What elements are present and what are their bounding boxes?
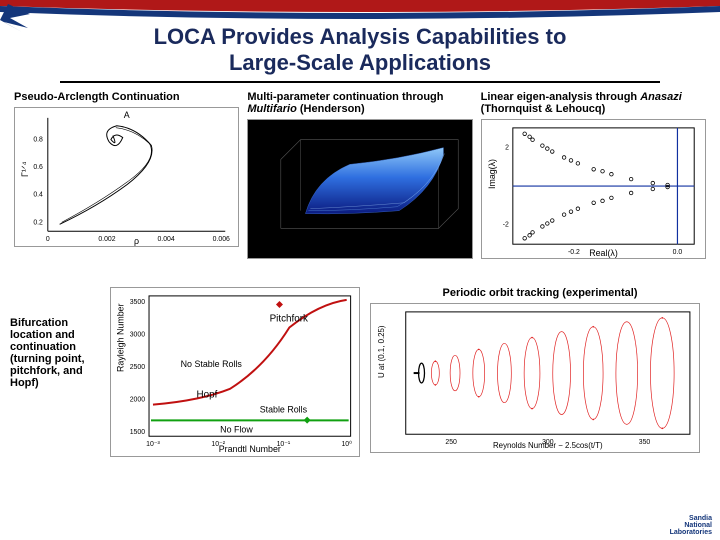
svg-text:10⁻¹: 10⁻¹	[277, 441, 291, 448]
anno-no-stable: No Stable Rolls	[181, 359, 243, 369]
periodic-column: Periodic orbit tracking (experimental)	[360, 287, 710, 457]
svg-text:U at (0.1, 0.25): U at (0.1, 0.25)	[377, 325, 386, 378]
periodic-chart: Reynolds Number − 2.5cos(t/T) U at (0.1,…	[370, 303, 700, 453]
bif-svg: Pitchfork Hopf No Stable Rolls Stable Ro…	[111, 288, 359, 456]
row-bottom: Bifurcation location and continuation (t…	[0, 277, 720, 457]
svg-text:0.6: 0.6	[33, 164, 43, 171]
svg-text:Imag(λ): Imag(λ)	[487, 159, 497, 189]
eigen-svg: Real(λ) Imag(λ) 2 -2 -0.2 0.0	[482, 120, 705, 258]
periodic-svg: Reynolds Number − 2.5cos(t/T) U at (0.1,…	[371, 304, 699, 452]
svg-text:ρ: ρ	[134, 236, 139, 246]
pac-top-label: A	[124, 110, 130, 120]
row-top: Pseudo-Arclength Continuation A 0.2 0.4 …	[0, 91, 720, 259]
multifario-svg	[248, 120, 471, 258]
svg-text:0: 0	[46, 236, 50, 243]
svg-text:2500: 2500	[130, 364, 146, 371]
svg-text:Prandtl Number: Prandtl Number	[219, 444, 281, 454]
svg-text:0.004: 0.004	[157, 236, 174, 243]
eigen-label: Linear eigen-analysis through Anasazi (T…	[481, 91, 706, 115]
svg-text:0.8: 0.8	[33, 136, 43, 143]
periodic-label: Periodic orbit tracking (experimental)	[370, 287, 710, 299]
bifurcation-label: Bifurcation location and continuation (t…	[10, 287, 110, 457]
multifario-label: Multi-parameter continuation through Mul…	[247, 91, 472, 115]
svg-text:250: 250	[445, 439, 457, 446]
svg-text:-2: -2	[502, 221, 508, 228]
svg-text:Rayleigh Number: Rayleigh Number	[115, 303, 125, 372]
svg-text:1500: 1500	[130, 429, 146, 436]
svg-text:0.2: 0.2	[33, 219, 43, 226]
anno-pitchfork: Pitchfork	[270, 313, 308, 324]
svg-text:3000: 3000	[130, 331, 146, 338]
svg-text:0.006: 0.006	[213, 236, 230, 243]
pac-label: Pseudo-Arclength Continuation	[14, 91, 239, 103]
multifario-chart	[247, 119, 472, 259]
title-underline	[60, 81, 660, 83]
svg-text:10⁻²: 10⁻²	[211, 441, 225, 448]
svg-text:2: 2	[505, 144, 509, 151]
svg-text:-0.2: -0.2	[568, 249, 580, 256]
bifurcation-chart: Pitchfork Hopf No Stable Rolls Stable Ro…	[110, 287, 360, 457]
svg-text:3500: 3500	[130, 299, 146, 306]
eigen-column: Linear eigen-analysis through Anasazi (T…	[477, 91, 710, 259]
svg-text:2000: 2000	[130, 396, 146, 403]
pac-chart: A 0.2 0.4 0.6 0.8 0 0.002 0.004 0.006 Γ¹…	[14, 107, 239, 247]
pac-column: Pseudo-Arclength Continuation A 0.2 0.4 …	[10, 91, 243, 259]
svg-text:0.002: 0.002	[98, 236, 115, 243]
svg-text:350: 350	[639, 439, 651, 446]
anno-hopf: Hopf	[196, 389, 217, 400]
svg-text:10⁻³: 10⁻³	[146, 441, 160, 448]
pac-svg: A 0.2 0.4 0.6 0.8 0 0.002 0.004 0.006 Γ¹…	[15, 108, 238, 246]
title-line-2: Large-Scale Applications	[0, 50, 720, 76]
header-swoosh	[0, 0, 720, 40]
svg-text:10⁰: 10⁰	[341, 440, 352, 448]
svg-text:Γ¹ᐟ⁴: Γ¹ᐟ⁴	[20, 161, 30, 177]
svg-text:300: 300	[542, 439, 554, 446]
svg-text:Real(λ): Real(λ)	[589, 248, 618, 258]
svg-text:0.4: 0.4	[33, 191, 43, 198]
anno-stable: Stable Rolls	[260, 404, 308, 414]
eigen-chart: Real(λ) Imag(λ) 2 -2 -0.2 0.0	[481, 119, 706, 259]
svg-text:0.0: 0.0	[672, 249, 682, 256]
anno-noflow: No Flow	[220, 424, 253, 434]
sandia-logo: Sandia National Laboratories	[670, 515, 712, 536]
multifario-column: Multi-parameter continuation through Mul…	[243, 91, 476, 259]
